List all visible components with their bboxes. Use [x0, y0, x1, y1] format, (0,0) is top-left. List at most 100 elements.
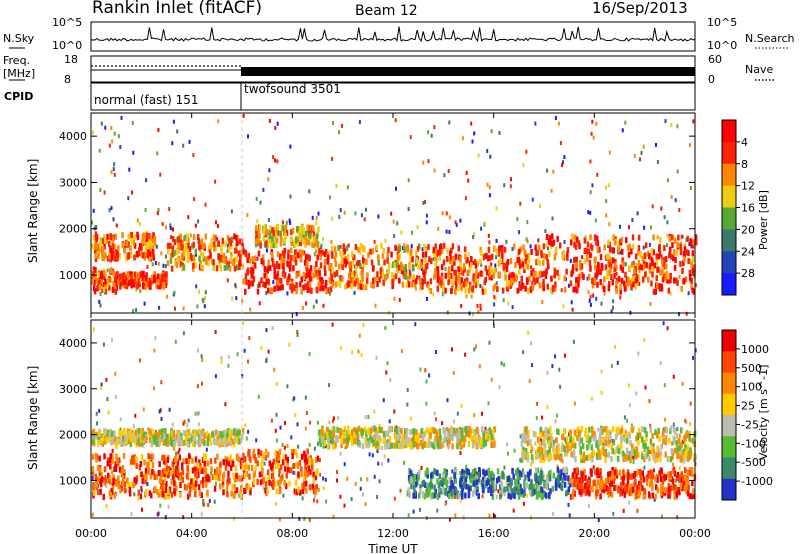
power-band-cell — [289, 247, 293, 254]
velocity-scatter-cell — [567, 502, 570, 507]
power-band-cell — [345, 258, 349, 265]
velocity-band-cell — [593, 431, 596, 437]
velocity-scatter-cell — [643, 338, 646, 343]
velocity-scatter-cell — [114, 395, 117, 399]
velocity-band-cell — [554, 454, 557, 461]
velocity-scatter-cell — [597, 518, 600, 522]
velocity-scatter-cell — [434, 350, 437, 354]
power-scatter-cell — [650, 225, 652, 230]
power-band-cell — [495, 248, 499, 255]
velocity-band-cell — [437, 482, 441, 489]
velocity-scatter-cell — [146, 427, 149, 431]
power-band-cell — [343, 257, 346, 264]
velocity-scatter-cell — [308, 517, 311, 522]
power-band-cell — [273, 285, 276, 292]
power-band-cell — [691, 268, 694, 275]
power-scatter-cell — [155, 244, 158, 249]
power-band-cell — [451, 265, 454, 272]
power-band-cell — [262, 281, 265, 288]
power-band-cell — [410, 281, 414, 288]
power-scatter-cell — [426, 296, 428, 301]
power-scatter-cell — [694, 283, 697, 288]
velocity-band-cell — [114, 461, 117, 468]
velocity-scatter-cell — [371, 453, 374, 458]
velocity-band-cell — [641, 436, 644, 443]
power-band-cell — [599, 254, 603, 261]
power-scatter-cell — [98, 148, 101, 153]
power-ytick-label: 1000 — [59, 269, 87, 282]
velocity-band-cell — [394, 426, 397, 433]
velocity-band-cell — [204, 481, 208, 488]
velocity-band-cell — [437, 438, 441, 445]
velocity-band-cell — [137, 427, 141, 434]
power-scatter-cell — [526, 220, 529, 225]
velocity-band-cell — [549, 469, 552, 476]
velocity-band-cell — [622, 487, 625, 494]
power-band-cell — [464, 253, 467, 260]
power-scatter-cell — [425, 213, 428, 218]
velocity-band-cell — [225, 459, 229, 466]
velocity-scatter-cell — [531, 363, 534, 368]
power-band-cell — [675, 250, 679, 257]
velocity-band-cell — [666, 456, 669, 463]
velocity-band-cell — [290, 449, 294, 455]
power-band-cell — [99, 237, 102, 244]
power-band-cell — [179, 233, 183, 240]
velocity-band-cell — [416, 436, 420, 443]
velocity-scatter-cell — [146, 482, 149, 487]
power-scatter-cell — [301, 306, 304, 310]
velocity-band-cell — [411, 473, 414, 480]
velocity-band-cell — [231, 438, 235, 445]
power-band-cell — [142, 270, 145, 277]
power-band-cell — [119, 283, 122, 290]
power-band-cell — [429, 288, 432, 294]
power-scatter-cell — [678, 208, 681, 212]
velocity-band-cell — [247, 450, 250, 457]
velocity-band-cell — [449, 485, 452, 492]
power-band-cell — [659, 269, 662, 276]
power-band-cell — [171, 251, 174, 258]
velocity-band-cell — [326, 436, 330, 443]
power-band-cell — [357, 283, 360, 290]
power-band-cell — [663, 245, 666, 251]
velocity-band-cell — [612, 439, 616, 446]
power-band-cell — [529, 286, 533, 293]
velocity-scatter-cell — [626, 418, 629, 423]
velocity-band-cell — [113, 492, 117, 499]
velocity-scatter-cell — [265, 357, 268, 362]
velocity-band-cell — [562, 473, 566, 480]
power-scatter-cell — [676, 169, 679, 174]
velocity-scatter-cell — [132, 424, 135, 429]
power-band-cell — [211, 242, 214, 249]
power-band-cell — [613, 261, 617, 268]
velocity-scatter-cell — [454, 513, 457, 518]
power-band-cell — [175, 261, 179, 268]
velocity-scatter-cell — [568, 513, 571, 518]
velocity-band-cell — [425, 467, 429, 474]
power-band-cell — [170, 265, 174, 272]
power-band-cell — [132, 276, 135, 283]
velocity-band-cell — [142, 474, 146, 481]
power-band-cell — [112, 280, 115, 287]
power-band-cell — [331, 252, 334, 259]
power-band-cell — [465, 277, 469, 284]
velocity-band-cell — [252, 448, 256, 455]
velocity-band-cell — [159, 487, 162, 494]
velocity-band-cell — [129, 428, 132, 435]
power-band-cell — [93, 279, 96, 286]
power-band-cell — [545, 268, 548, 275]
power-band-cell — [384, 275, 387, 282]
power-scatter-cell — [638, 281, 641, 286]
velocity-scatter-cell — [494, 514, 497, 519]
power-scatter-cell — [544, 229, 547, 234]
velocity-band-cell — [556, 481, 560, 488]
power-band-cell — [548, 251, 551, 258]
velocity-band-cell — [294, 479, 298, 486]
power-band-cell — [234, 247, 237, 254]
velocity-band-cell — [417, 443, 420, 449]
power-band-cell — [199, 250, 203, 257]
power-band-cell — [579, 259, 582, 266]
velocity-band-cell — [188, 491, 191, 498]
velocity-band-cell — [520, 457, 524, 464]
velocity-band-cell — [289, 467, 292, 474]
